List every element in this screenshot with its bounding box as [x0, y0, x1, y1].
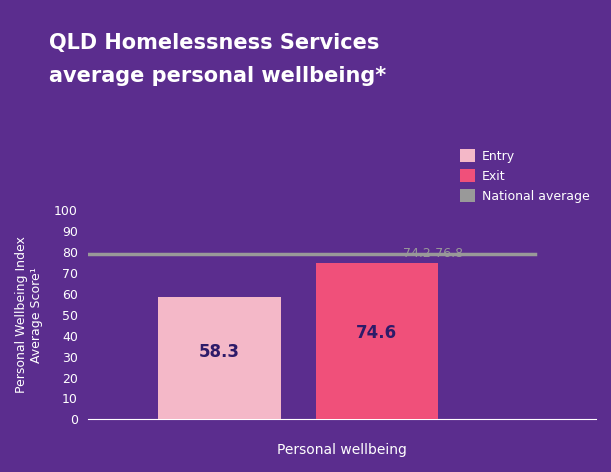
- Text: 74.2-76.8: 74.2-76.8: [403, 247, 463, 261]
- Text: QLD Homelessness Services: QLD Homelessness Services: [49, 33, 379, 53]
- Text: average personal wellbeing*: average personal wellbeing*: [49, 66, 386, 86]
- X-axis label: Personal wellbeing: Personal wellbeing: [277, 443, 407, 457]
- Text: 74.6: 74.6: [356, 324, 398, 343]
- Bar: [315, 263, 438, 420]
- Bar: [158, 297, 280, 420]
- Y-axis label: Personal Wellbeing Index
Average Score¹: Personal Wellbeing Index Average Score¹: [15, 236, 43, 393]
- Legend: Entry, Exit, National average: Entry, Exit, National average: [459, 149, 590, 202]
- Text: 58.3: 58.3: [199, 343, 240, 361]
